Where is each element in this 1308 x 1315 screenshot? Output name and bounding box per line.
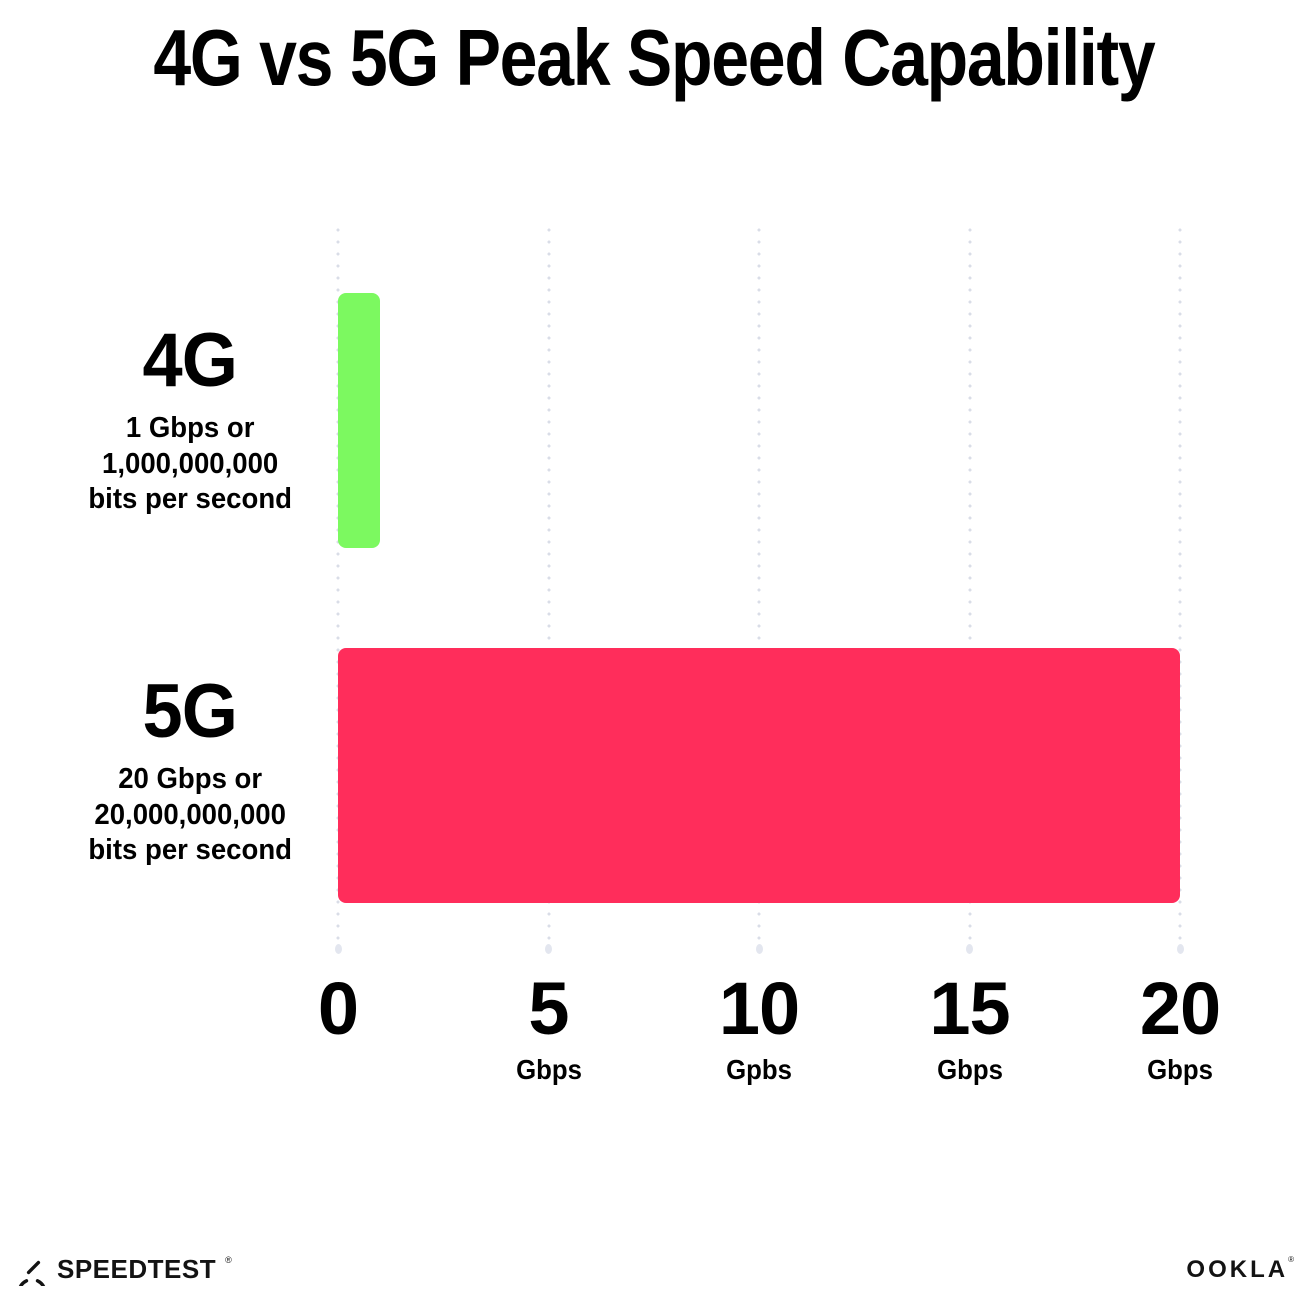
x-tick-15: 15 Gbps — [929, 967, 1010, 1086]
x-tick-15-number: 15 — [929, 967, 1010, 1050]
row-label-4g-name: 4G — [142, 317, 238, 403]
page-title: 4G vs 5G Peak Speed Capability — [0, 16, 1308, 100]
row-label-5g-description: 20 Gbps or 20,000,000,000 bits per secon… — [88, 762, 292, 870]
x-tick-10: 10 Gpbs — [718, 967, 800, 1086]
ookla-wordmark: OOKLA — [1186, 1256, 1289, 1283]
x-tick-0: 0 — [317, 967, 359, 1054]
x-tick-15-unit: Gbps — [936, 1054, 1003, 1085]
row-label-5g: 5G 20 Gbps or 20,000,000,000 bits per se… — [40, 644, 340, 899]
row-label-5g-desc-line: bits per second — [88, 834, 292, 867]
row-label-4g-desc-line: 1,000,000,000 — [101, 447, 279, 480]
x-tick-20-number: 20 — [1139, 967, 1221, 1050]
row-label-5g-desc-line: 20 Gbps or — [118, 762, 262, 795]
x-tick-5-unit: Gbps — [515, 1054, 582, 1085]
x-axis: 0 5 Gbps 10 Gpbs 15 Gbps 20 Gbps — [318, 967, 1221, 1112]
gridline-15 — [968, 224, 971, 942]
ookla-logo: OOKLA ® — [1186, 1255, 1294, 1284]
speedtest-trademark: ® — [225, 1255, 232, 1265]
x-tick-0-number: 0 — [317, 967, 359, 1050]
x-tick-20: 20 Gbps — [1139, 967, 1221, 1086]
x-tick-20-unit: Gbps — [1147, 1054, 1213, 1085]
row-label-4g: 4G 1 Gbps or 1,000,000,000 bits per seco… — [40, 293, 340, 548]
x-tick-10-number: 10 — [718, 967, 800, 1050]
bar-5g — [338, 648, 1180, 903]
x-tick-5: 5 Gbps — [513, 972, 585, 1086]
x-tick-5-number: 5 — [528, 967, 569, 1050]
x-tick-10-unit: Gpbs — [726, 1054, 792, 1085]
row-label-4g-description: 1 Gbps or 1,000,000,000 bits per second — [88, 411, 292, 519]
bar-4g — [338, 293, 381, 548]
gridline-10 — [757, 224, 761, 942]
row-label-5g-name: 5G — [142, 668, 238, 754]
page-title-text: 4G vs 5G Peak Speed Capability — [153, 13, 1155, 102]
row-label-4g-desc-line: 1 Gbps or — [125, 411, 255, 444]
speedtest-wordmark: SPEEDTEST — [57, 1253, 217, 1284]
ookla-trademark: ® — [1288, 1255, 1294, 1264]
speedtest-logo: SPEEDTEST ® — [15, 1252, 232, 1286]
gridline-0 — [336, 224, 340, 942]
gridline-5 — [547, 224, 550, 942]
row-label-4g-desc-line: bits per second — [88, 483, 292, 516]
gridline-20 — [1178, 224, 1182, 942]
chart-plot-area — [336, 224, 1182, 955]
row-label-5g-desc-line: 20,000,000,000 — [94, 798, 286, 831]
speedometer-icon — [18, 1260, 46, 1286]
